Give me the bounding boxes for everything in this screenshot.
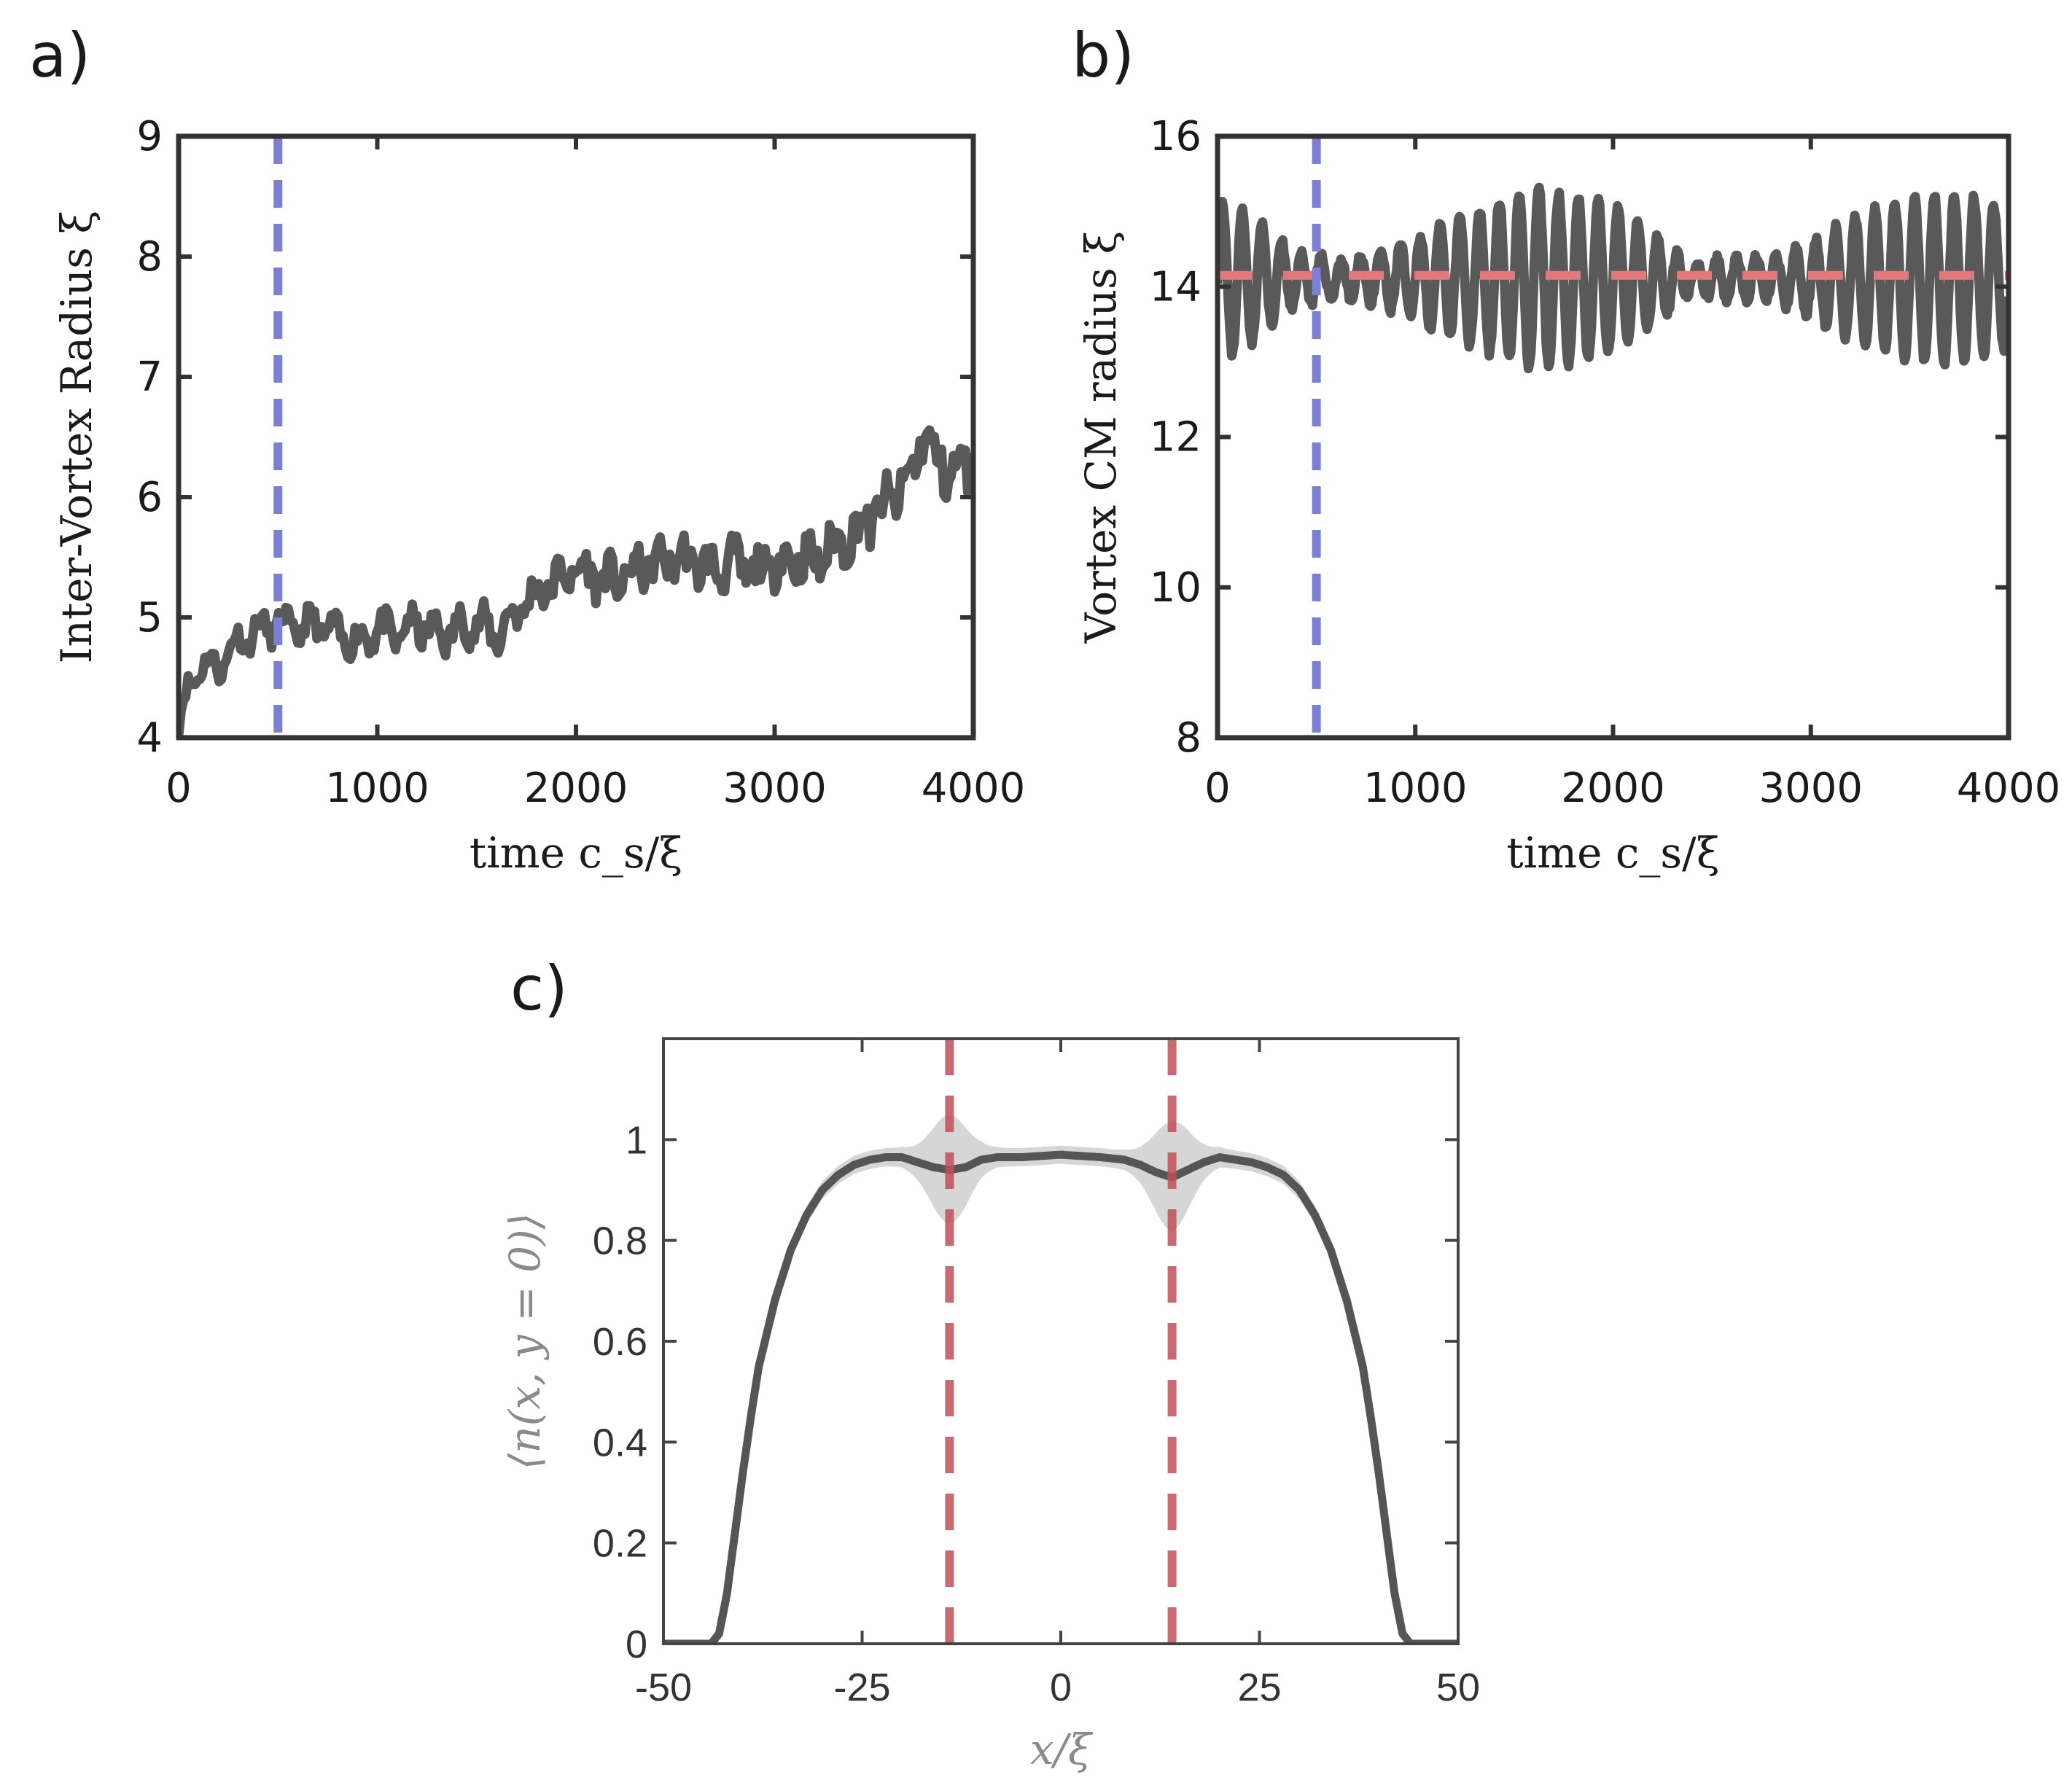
x-tick-label: -50: [635, 1666, 692, 1709]
chart-c: -50 -25 0 25 50 0 0.2 0.4 0.6 0.8 1 x/ξ ⟨n(x, y = 0)…: [500, 1037, 1480, 1774]
x-axis-label: x/ξ: [1030, 1725, 1094, 1774]
y-tick-label: 8: [136, 233, 163, 281]
x-tick-label: 0: [1204, 765, 1231, 812]
panel-label-a: a): [29, 20, 90, 91]
y-tick-label: 14: [1150, 263, 1201, 311]
y-tick-label: 0.6: [593, 1320, 647, 1364]
series-line: [663, 1150, 1458, 1644]
x-axis-label: time c_s/ξ: [1506, 828, 1719, 878]
x-tick-label: 2000: [524, 765, 628, 812]
x-tick-label: 25: [1237, 1666, 1281, 1709]
y-tick-label: 7: [136, 354, 163, 401]
x-tick-label: 1000: [325, 765, 429, 812]
y-axis-label: ⟨n(x, y = 0)⟩: [500, 1213, 550, 1470]
y-tick-label: 16: [1150, 113, 1201, 160]
y-tick-label: 8: [1175, 714, 1201, 762]
y-tick-label: 0.8: [593, 1220, 647, 1263]
y-tick-label: 5: [136, 594, 163, 641]
x-tick-label: 3000: [723, 765, 827, 812]
chart-a: 0 1000 2000 3000 4000 4 5 6 7 8 9 time c_s/ξ Inter-V…: [52, 113, 1025, 878]
x-tick-label: 2000: [1561, 765, 1665, 812]
y-tick-label: 6: [136, 474, 163, 521]
y-tick-label: 12: [1150, 414, 1201, 461]
x-tick-label: 50: [1436, 1666, 1480, 1709]
y-tick-label: 0.4: [593, 1421, 647, 1464]
x-tick-label: 0: [1050, 1666, 1072, 1709]
chart-b: 0 1000 2000 3000 4000 8 10 12 14 16 time c_s/ξ Vort…: [1076, 113, 2060, 878]
y-tick-label: 1: [626, 1118, 647, 1162]
x-tick-label: 1000: [1363, 765, 1468, 812]
x-tick-label: 4000: [922, 765, 1026, 812]
y-tick-label: 9: [136, 113, 163, 160]
x-tick-label: 3000: [1759, 765, 1863, 812]
panel-label-c: c): [510, 953, 568, 1024]
x-tick-label: 0: [165, 765, 192, 812]
y-tick-label: 10: [1150, 564, 1201, 612]
x-tick-label: -25: [833, 1666, 890, 1709]
y-tick-label: 0: [626, 1623, 647, 1666]
panel-label-b: b): [1072, 20, 1134, 91]
series-line: [1218, 182, 2009, 374]
x-tick-label: 4000: [1957, 765, 2061, 812]
plot-frame: [662, 1037, 1460, 1645]
y-tick-label: 4: [136, 714, 163, 762]
uncertainty-band: [663, 1115, 1458, 1644]
series-line: [179, 425, 973, 736]
x-axis-label: time c_s/ξ: [470, 828, 682, 878]
y-axis-label: Vortex CM radius ξ: [1076, 231, 1126, 644]
y-axis-label: Inter-Vortex Radius ξ: [52, 211, 101, 664]
y-tick-label: 0.2: [593, 1522, 647, 1566]
